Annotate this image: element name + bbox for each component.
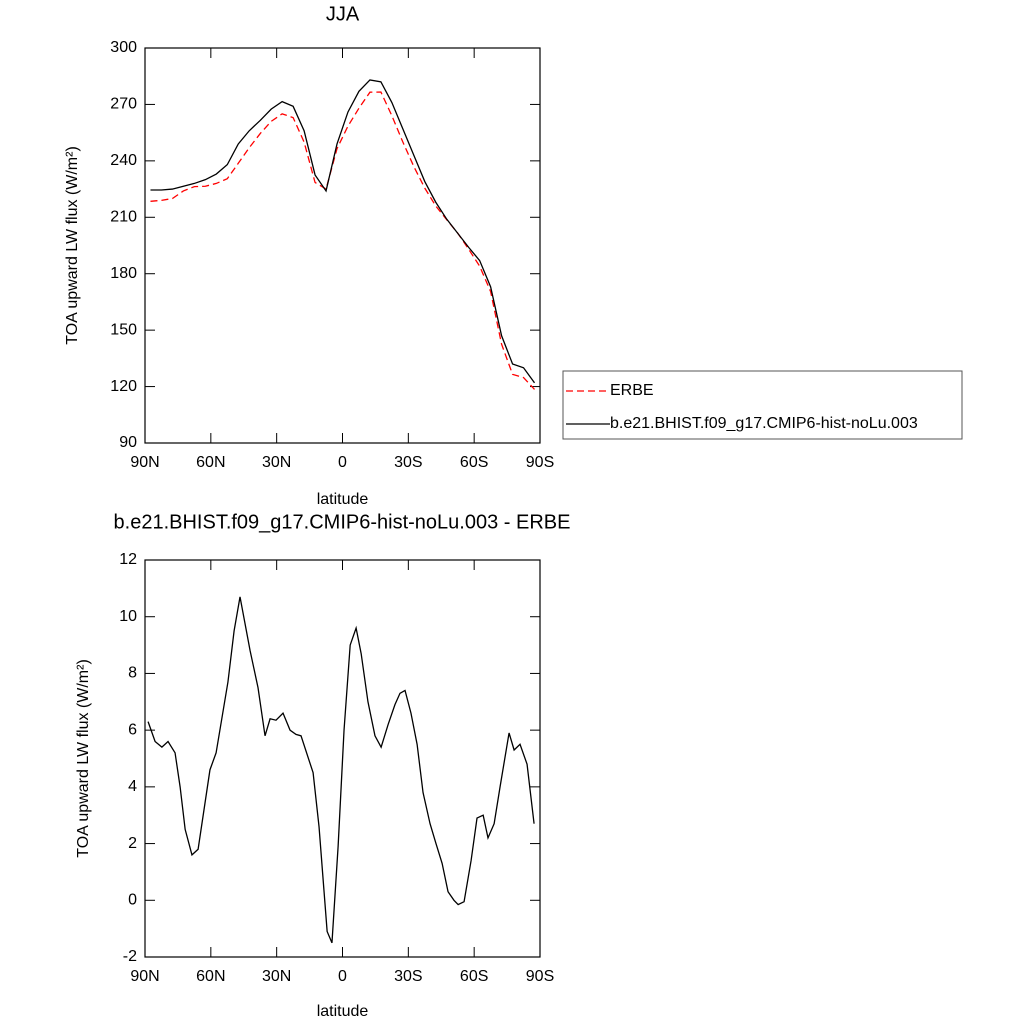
x-tick-label: 60N: [196, 454, 225, 471]
x-tick-label: 60S: [460, 454, 488, 471]
legend-box: [562, 370, 963, 440]
data-line: [150, 91, 535, 390]
x-axis-label: latitude: [317, 491, 369, 508]
y-tick-label: 8: [128, 665, 137, 682]
y-tick-label: 0: [128, 892, 137, 909]
y-tick-label: 6: [128, 721, 137, 738]
x-axis-label: latitude: [317, 1003, 369, 1020]
y-tick-label: 120: [110, 378, 137, 395]
x-tick-label: 30N: [262, 454, 291, 471]
x-tick-label: 90N: [130, 454, 159, 471]
data-line: [150, 79, 536, 384]
y-tick-label: 90: [119, 434, 137, 451]
y-tick-label: 150: [110, 321, 137, 338]
y-tick-label: 240: [110, 152, 137, 169]
plot-frame: [144, 47, 541, 444]
chart-title: JJA: [326, 3, 360, 25]
x-tick-label: 60S: [460, 968, 488, 985]
x-tick-label: 30S: [394, 968, 422, 985]
x-tick-label: 60N: [196, 968, 225, 985]
x-tick-label: 90N: [130, 968, 159, 985]
x-tick-label: 0: [338, 968, 347, 985]
legend-label: b.e21.BHIST.f09_g17.CMIP6-hist-noLu.003: [610, 415, 918, 432]
y-tick-label: 180: [110, 265, 137, 282]
y-tick-label: 10: [119, 608, 137, 625]
legend-label: ERBE: [610, 382, 654, 399]
x-tick-label: 30S: [394, 454, 422, 471]
y-axis-label: TOA upward LW flux (W/m²): [64, 146, 81, 345]
y-tick-label: 4: [128, 778, 137, 795]
data-line: [147, 596, 535, 944]
x-tick-label: 0: [338, 454, 347, 471]
y-axis-label: TOA upward LW flux (W/m²): [75, 659, 92, 858]
plot-frame: [144, 559, 541, 958]
x-tick-label: 30N: [262, 968, 291, 985]
x-tick-label: 90S: [526, 968, 554, 985]
y-tick-label: 12: [119, 551, 137, 568]
chart-title: b.e21.BHIST.f09_g17.CMIP6-hist-noLu.003 …: [114, 511, 571, 533]
y-tick-label: 2: [128, 835, 137, 852]
x-tick-label: 90S: [526, 454, 554, 471]
y-tick-label: 300: [110, 39, 137, 56]
y-tick-label: 210: [110, 209, 137, 226]
y-tick-label: 270: [110, 96, 137, 113]
y-tick-label: -2: [123, 948, 137, 965]
